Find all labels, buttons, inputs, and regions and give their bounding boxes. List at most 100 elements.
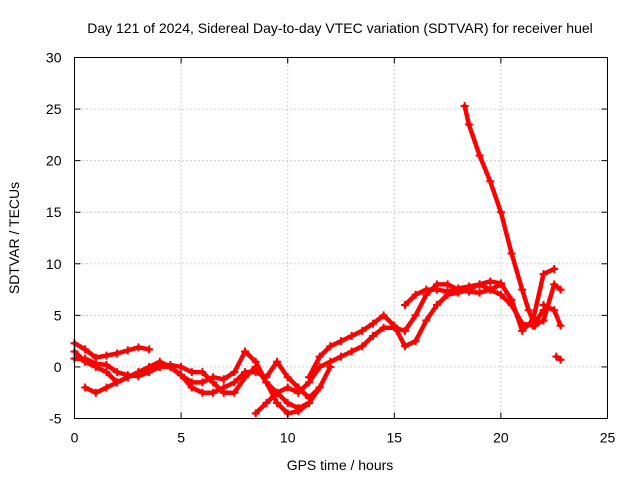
y-tick-label: -5	[49, 411, 62, 427]
data-point	[113, 378, 122, 387]
data-point	[273, 388, 282, 397]
data-point	[230, 378, 239, 387]
data-point	[347, 331, 356, 340]
data-point	[524, 306, 533, 315]
y-tick-label: 15	[46, 204, 62, 220]
data-point	[411, 337, 420, 346]
data-point	[556, 355, 565, 364]
data-point	[305, 393, 314, 402]
data-point	[379, 323, 388, 332]
data-point	[556, 285, 565, 294]
data-point	[552, 352, 561, 361]
data-point	[283, 383, 292, 392]
data-point	[326, 342, 335, 351]
data-point	[347, 347, 356, 356]
data-point	[294, 407, 303, 416]
data-point	[460, 101, 469, 110]
data-point	[475, 288, 484, 297]
data-point	[550, 280, 559, 289]
data-point	[475, 151, 484, 160]
data-point	[102, 383, 111, 392]
data-point	[113, 368, 122, 377]
data-point	[432, 301, 441, 310]
data-point	[528, 321, 537, 330]
series-trace-c	[82, 349, 312, 416]
x-axis-title: GPS time / hours	[287, 457, 394, 473]
data-point	[337, 337, 345, 346]
data-point	[209, 388, 218, 397]
x-tick-label: 0	[71, 430, 79, 446]
chart-title: Day 121 of 2024, Sidereal Day-to-day VTE…	[87, 20, 593, 36]
data-point	[539, 270, 548, 279]
data-point	[113, 349, 122, 358]
data-point	[187, 368, 196, 377]
data-point	[432, 285, 441, 294]
data-point	[358, 342, 367, 351]
ticks-layer: 0 5 10 15 20 25 -5 0 5 10 15 20 25 30	[46, 50, 616, 446]
data-point	[145, 345, 154, 354]
data-point	[315, 383, 324, 392]
data-point	[283, 399, 292, 408]
data-point	[390, 321, 399, 330]
data-point	[496, 279, 505, 288]
x-tick-label: 20	[493, 430, 509, 446]
data-point	[294, 388, 303, 397]
y-axis-title: SDTVAR / TECUs	[6, 182, 22, 294]
data-point	[507, 249, 516, 258]
plot-frame	[74, 57, 608, 419]
series-trace-i	[530, 282, 563, 328]
data-point	[539, 301, 548, 310]
data-point	[209, 373, 218, 382]
x-tick-label: 5	[177, 430, 185, 446]
data-point	[102, 351, 111, 360]
data-point	[358, 326, 367, 335]
data-point	[454, 284, 463, 293]
data-point	[486, 277, 495, 286]
data-point	[486, 177, 495, 186]
data-point	[155, 362, 164, 371]
data-point	[177, 362, 186, 371]
data-point	[400, 326, 409, 335]
y-tick-label: 0	[54, 359, 62, 375]
data-point	[91, 388, 100, 397]
data-point	[177, 371, 186, 380]
data-point	[422, 285, 431, 294]
data-point	[251, 357, 260, 366]
data-point	[91, 359, 100, 368]
data-point	[464, 282, 473, 291]
series-trace-d	[72, 356, 322, 401]
data-point	[198, 388, 207, 397]
data-point	[273, 357, 282, 366]
data-point	[496, 208, 505, 217]
data-point	[411, 290, 420, 299]
y-tick-label: 5	[54, 307, 62, 323]
data-point	[123, 346, 132, 355]
data-point	[230, 388, 239, 397]
data-point	[198, 378, 207, 387]
data-point	[145, 368, 154, 377]
data-point	[379, 311, 388, 320]
data-point	[496, 290, 505, 299]
x-tick-label: 10	[280, 430, 296, 446]
data-point	[475, 280, 484, 289]
data-point	[230, 368, 239, 377]
data-point	[305, 373, 314, 382]
data-point	[251, 368, 260, 377]
data-point	[134, 372, 143, 381]
data-point	[81, 354, 90, 363]
x-tick-label: 25	[600, 430, 616, 446]
data-point	[315, 362, 324, 371]
series-trace-e	[253, 282, 504, 416]
data-point	[400, 342, 409, 351]
data-point	[518, 285, 527, 294]
data-point	[443, 287, 452, 296]
data-point	[198, 368, 207, 377]
data-point	[518, 326, 527, 335]
data-point	[134, 343, 143, 352]
data-point	[550, 306, 559, 315]
x-tick-label: 15	[387, 430, 403, 446]
data-point	[507, 295, 516, 304]
data-point	[166, 362, 175, 371]
